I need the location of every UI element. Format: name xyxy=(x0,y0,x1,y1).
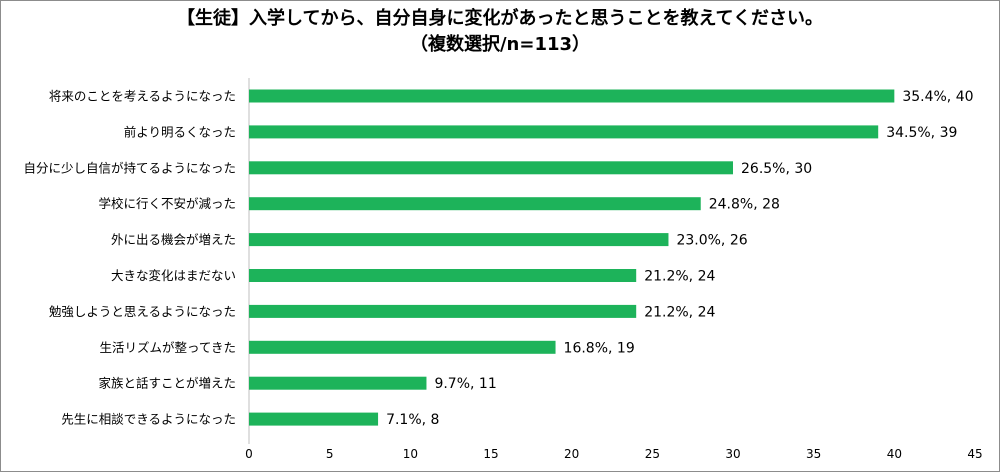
chart-subtitle: （複数選択/n=113） xyxy=(409,34,591,55)
category-label: 学校に行く不安が減った xyxy=(98,196,236,211)
category-label: 自分に少し自信が持てるようになった xyxy=(23,160,236,175)
bar[interactable] xyxy=(249,161,733,175)
x-tick-label: 0 xyxy=(245,447,253,461)
bar[interactable] xyxy=(249,376,427,390)
chart-title: 【生徒】入学してから、自分自身に変化があったと思うことを教えてください。 xyxy=(176,8,824,29)
category-label: 先生に相談できるようになった xyxy=(61,412,236,427)
x-tick-label: 30 xyxy=(725,447,740,461)
data-label: 16.8%, 19 xyxy=(564,340,635,356)
bar[interactable] xyxy=(249,340,556,354)
data-label: 21.2%, 24 xyxy=(644,304,715,320)
category-label: 大きな変化はまだない xyxy=(111,268,236,283)
bar[interactable] xyxy=(249,125,879,139)
x-tick-label: 5 xyxy=(326,447,334,461)
data-label: 21.2%, 24 xyxy=(644,269,715,285)
x-tick-label: 45 xyxy=(967,447,982,461)
bar[interactable] xyxy=(249,89,895,103)
category-label: 前より明るくなった xyxy=(124,124,236,139)
data-label: 26.5%, 30 xyxy=(741,161,812,177)
data-label: 35.4%, 40 xyxy=(902,89,973,105)
bar[interactable] xyxy=(249,304,637,318)
bar[interactable] xyxy=(249,412,379,426)
chart-title-block: 【生徒】入学してから、自分自身に変化があったと思うことを教えてください。 （複数… xyxy=(0,6,1000,58)
bar[interactable] xyxy=(249,197,701,211)
category-label: 外に出る機会が増えた xyxy=(111,232,236,247)
data-label: 9.7%, 11 xyxy=(434,376,496,392)
x-tick-label: 40 xyxy=(887,447,902,461)
data-label: 23.0%, 26 xyxy=(676,233,747,249)
data-label: 24.8%, 28 xyxy=(709,197,780,213)
x-tick-label: 15 xyxy=(483,447,498,461)
x-tick-label: 10 xyxy=(403,447,418,461)
category-label: 将来のことを考えるようになった xyxy=(49,89,236,104)
x-tick-label: 25 xyxy=(645,447,660,461)
data-label: 7.1%, 8 xyxy=(386,412,439,428)
data-label: 34.5%, 39 xyxy=(886,125,957,141)
x-tick-label: 35 xyxy=(806,447,821,461)
category-label: 生活リズムが整ってきた xyxy=(99,340,236,355)
bar[interactable] xyxy=(249,269,637,282)
x-tick-label: 20 xyxy=(564,447,579,461)
category-label: 勉強しようと思えるようになった xyxy=(49,304,236,319)
bar[interactable] xyxy=(249,233,669,247)
category-label: 家族と話すことが増えた xyxy=(98,376,236,391)
